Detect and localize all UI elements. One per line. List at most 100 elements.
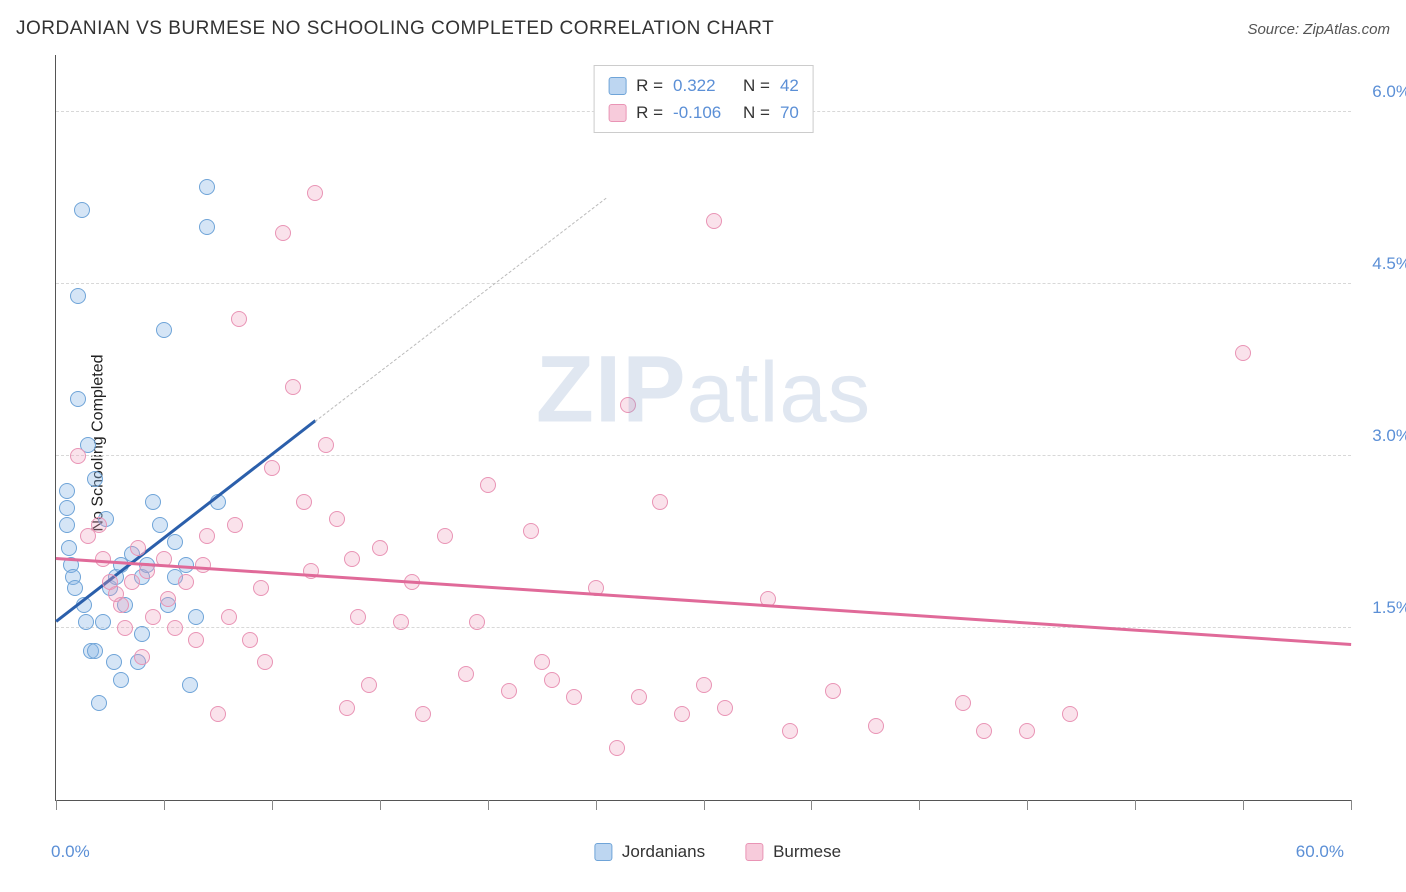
data-point [227,517,243,533]
data-point [87,643,103,659]
data-point [523,523,539,539]
x-tick [488,800,489,810]
data-point [696,677,712,693]
data-point [257,654,273,670]
data-point [199,528,215,544]
data-point [124,574,140,590]
data-point [285,379,301,395]
data-point [631,689,647,705]
data-point [188,609,204,625]
gridline [56,455,1351,456]
watermark: ZIPatlas [536,336,871,445]
x-tick [1027,800,1028,810]
data-point [307,185,323,201]
gridline [56,283,1351,284]
data-point [199,219,215,235]
data-point [78,614,94,630]
data-point [361,677,377,693]
data-point [70,288,86,304]
x-tick [56,800,57,810]
data-point [620,397,636,413]
legend-swatch [594,843,612,861]
data-point [868,718,884,734]
data-point [134,649,150,665]
data-point [152,517,168,533]
data-point [91,695,107,711]
data-point [339,700,355,716]
data-point [469,614,485,630]
data-point [130,540,146,556]
data-point [674,706,690,722]
x-tick [1135,800,1136,810]
data-point [145,494,161,510]
x-tick [272,800,273,810]
legend-swatch [608,77,626,95]
x-tick [380,800,381,810]
data-point [87,471,103,487]
data-point [182,677,198,693]
legend-swatch [745,843,763,861]
data-point [264,460,280,476]
data-point [195,557,211,573]
data-point [74,202,90,218]
trend-extrapolation [315,197,607,421]
data-point [59,483,75,499]
x-min-label: 0.0% [51,842,90,862]
data-point [350,609,366,625]
y-tick-label: 3.0% [1356,426,1406,446]
legend-item: Burmese [745,842,841,862]
correlation-legend: R =0.322N =42R =-0.106N =70 [593,65,814,133]
data-point [1235,345,1251,361]
data-point [167,620,183,636]
data-point [544,672,560,688]
source-attribution: Source: ZipAtlas.com [1247,21,1390,38]
x-tick [596,800,597,810]
data-point [134,626,150,642]
data-point [458,666,474,682]
x-tick [1243,800,1244,810]
y-tick-label: 1.5% [1356,598,1406,618]
data-point [329,511,345,527]
data-point [188,632,204,648]
data-point [296,494,312,510]
data-point [221,609,237,625]
data-point [372,540,388,556]
y-tick-label: 4.5% [1356,254,1406,274]
data-point [1019,723,1035,739]
y-tick-label: 6.0% [1356,82,1406,102]
data-point [167,534,183,550]
x-tick [704,800,705,810]
data-point [59,517,75,533]
x-tick [1351,800,1352,810]
data-point [609,740,625,756]
data-point [717,700,733,716]
data-point [210,706,226,722]
data-point [652,494,668,510]
data-point [955,695,971,711]
data-point [706,213,722,229]
data-point [91,517,107,533]
legend-item: Jordanians [594,842,705,862]
x-tick [164,800,165,810]
x-tick [811,800,812,810]
data-point [501,683,517,699]
data-point [199,179,215,195]
chart-container: No Schooling Completed ZIPatlas R =0.322… [55,55,1380,830]
data-point [566,689,582,705]
data-point [393,614,409,630]
legend-row: R =-0.106N =70 [608,99,799,126]
data-point [275,225,291,241]
data-point [534,654,550,670]
legend-swatch [608,104,626,122]
x-max-label: 60.0% [1296,842,1344,862]
data-point [242,632,258,648]
data-point [61,540,77,556]
plot-area: ZIPatlas R =0.322N =42R =-0.106N =70 1.5… [55,55,1351,801]
data-point [976,723,992,739]
data-point [160,591,176,607]
data-point [437,528,453,544]
data-point [231,311,247,327]
data-point [70,448,86,464]
data-point [825,683,841,699]
data-point [253,580,269,596]
